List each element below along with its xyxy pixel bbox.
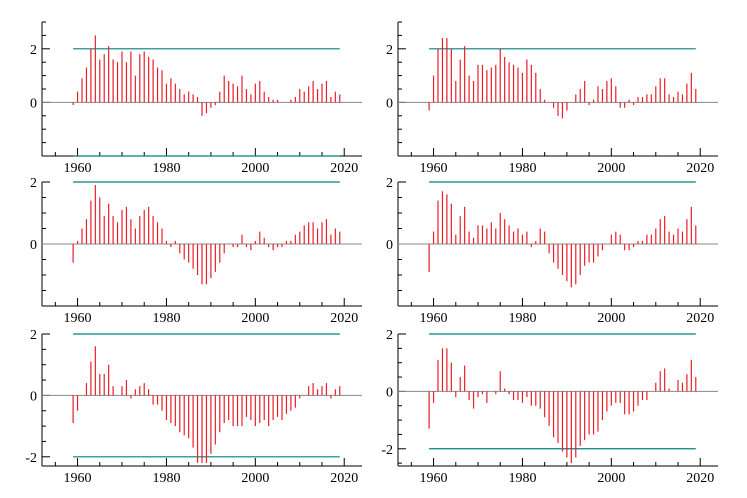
x-tick-label: 2020 (686, 311, 714, 326)
chart-panel-5: -2 0 2 1960 1980 2000 2020 (25, 328, 362, 486)
x-tick-label: 1980 (508, 471, 536, 486)
x-tick-label: 1960 (420, 161, 448, 176)
x-tick-label: 2000 (241, 311, 269, 326)
x-tick-label: 2000 (597, 311, 625, 326)
x-tick-label: 1980 (152, 161, 180, 176)
x-tick-label: 2000 (597, 471, 625, 486)
y-tick-label: 2 (30, 328, 37, 343)
x-tick-label: 2020 (686, 471, 714, 486)
chart-panel-3: 0 2 1960 1980 2000 2020 (30, 176, 362, 326)
chart-panel-4: 0 2 1960 1980 2000 2020 (386, 176, 718, 326)
x-tick-label: 1980 (152, 471, 180, 486)
y-tick-label: 2 (386, 176, 393, 191)
y-tick-label: 0 (30, 389, 37, 404)
y-tick-label: 0 (386, 96, 393, 111)
y-tick-label: 0 (30, 238, 37, 253)
x-tick-label: 1980 (508, 311, 536, 326)
x-tick-label: 2000 (241, 471, 269, 486)
x-tick-label: 1960 (64, 311, 92, 326)
y-tick-label: 2 (386, 43, 393, 58)
x-tick-label: 2020 (686, 161, 714, 176)
x-tick-label: 2020 (330, 161, 358, 176)
x-tick-label: 1980 (152, 311, 180, 326)
x-tick-label: 1980 (508, 161, 536, 176)
x-tick-label: 1960 (420, 471, 448, 486)
x-tick-label: 2000 (597, 161, 625, 176)
y-tick-label: 2 (386, 328, 393, 343)
x-tick-label: 1960 (64, 471, 92, 486)
x-tick-label: 2000 (241, 161, 269, 176)
y-tick-label: 0 (386, 238, 393, 253)
x-tick-label: 2020 (330, 471, 358, 486)
y-tick-label: 0 (386, 385, 393, 400)
chart-panel-2: 0 2 1960 1980 2000 2020 (386, 21, 718, 176)
y-tick-label: 2 (30, 176, 37, 191)
x-tick-label: 1960 (420, 311, 448, 326)
x-tick-label: 2020 (330, 311, 358, 326)
y-tick-label: 2 (30, 43, 37, 58)
chart-panel-6: -2 0 2 1960 1980 2000 2020 (381, 328, 718, 486)
y-tick-label: 0 (30, 96, 37, 111)
x-tick-label: 1960 (64, 161, 92, 176)
chart-panel-1: 0 2 1960 1980 2000 2020 (30, 21, 362, 176)
y-tick-label: -2 (381, 443, 393, 458)
y-tick-label: -2 (25, 451, 37, 466)
